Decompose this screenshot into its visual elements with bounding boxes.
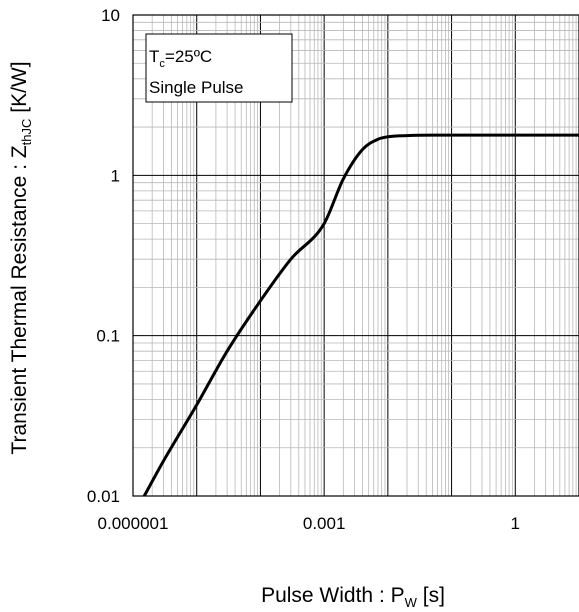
annotation-box: Tc=25ºC Single Pulse	[145, 33, 293, 103]
series-line	[142, 133, 579, 497]
annotation-line2: Single Pulse	[149, 78, 244, 97]
y-axis-label: Transient Thermal Resistance : ZthJC [K/…	[8, 61, 34, 454]
annotation-line1: Tc=25ºC	[149, 47, 212, 70]
y-tick-label: 10	[101, 6, 120, 25]
y-tick-label: 0.01	[87, 487, 120, 506]
y-tick-label: 1	[111, 166, 120, 185]
x-tick-label: 0.000001	[98, 514, 169, 533]
x-axis-label: Pulse Width : PW [s]	[261, 584, 445, 610]
tick-labels: 0.000001 0.001 1 10 1 0.1 0.01	[87, 6, 520, 533]
x-tick-label: 0.001	[303, 514, 346, 533]
y-tick-label: 0.1	[96, 327, 120, 346]
x-tick-label: 1	[511, 514, 520, 533]
plot-frame	[132, 14, 579, 497]
